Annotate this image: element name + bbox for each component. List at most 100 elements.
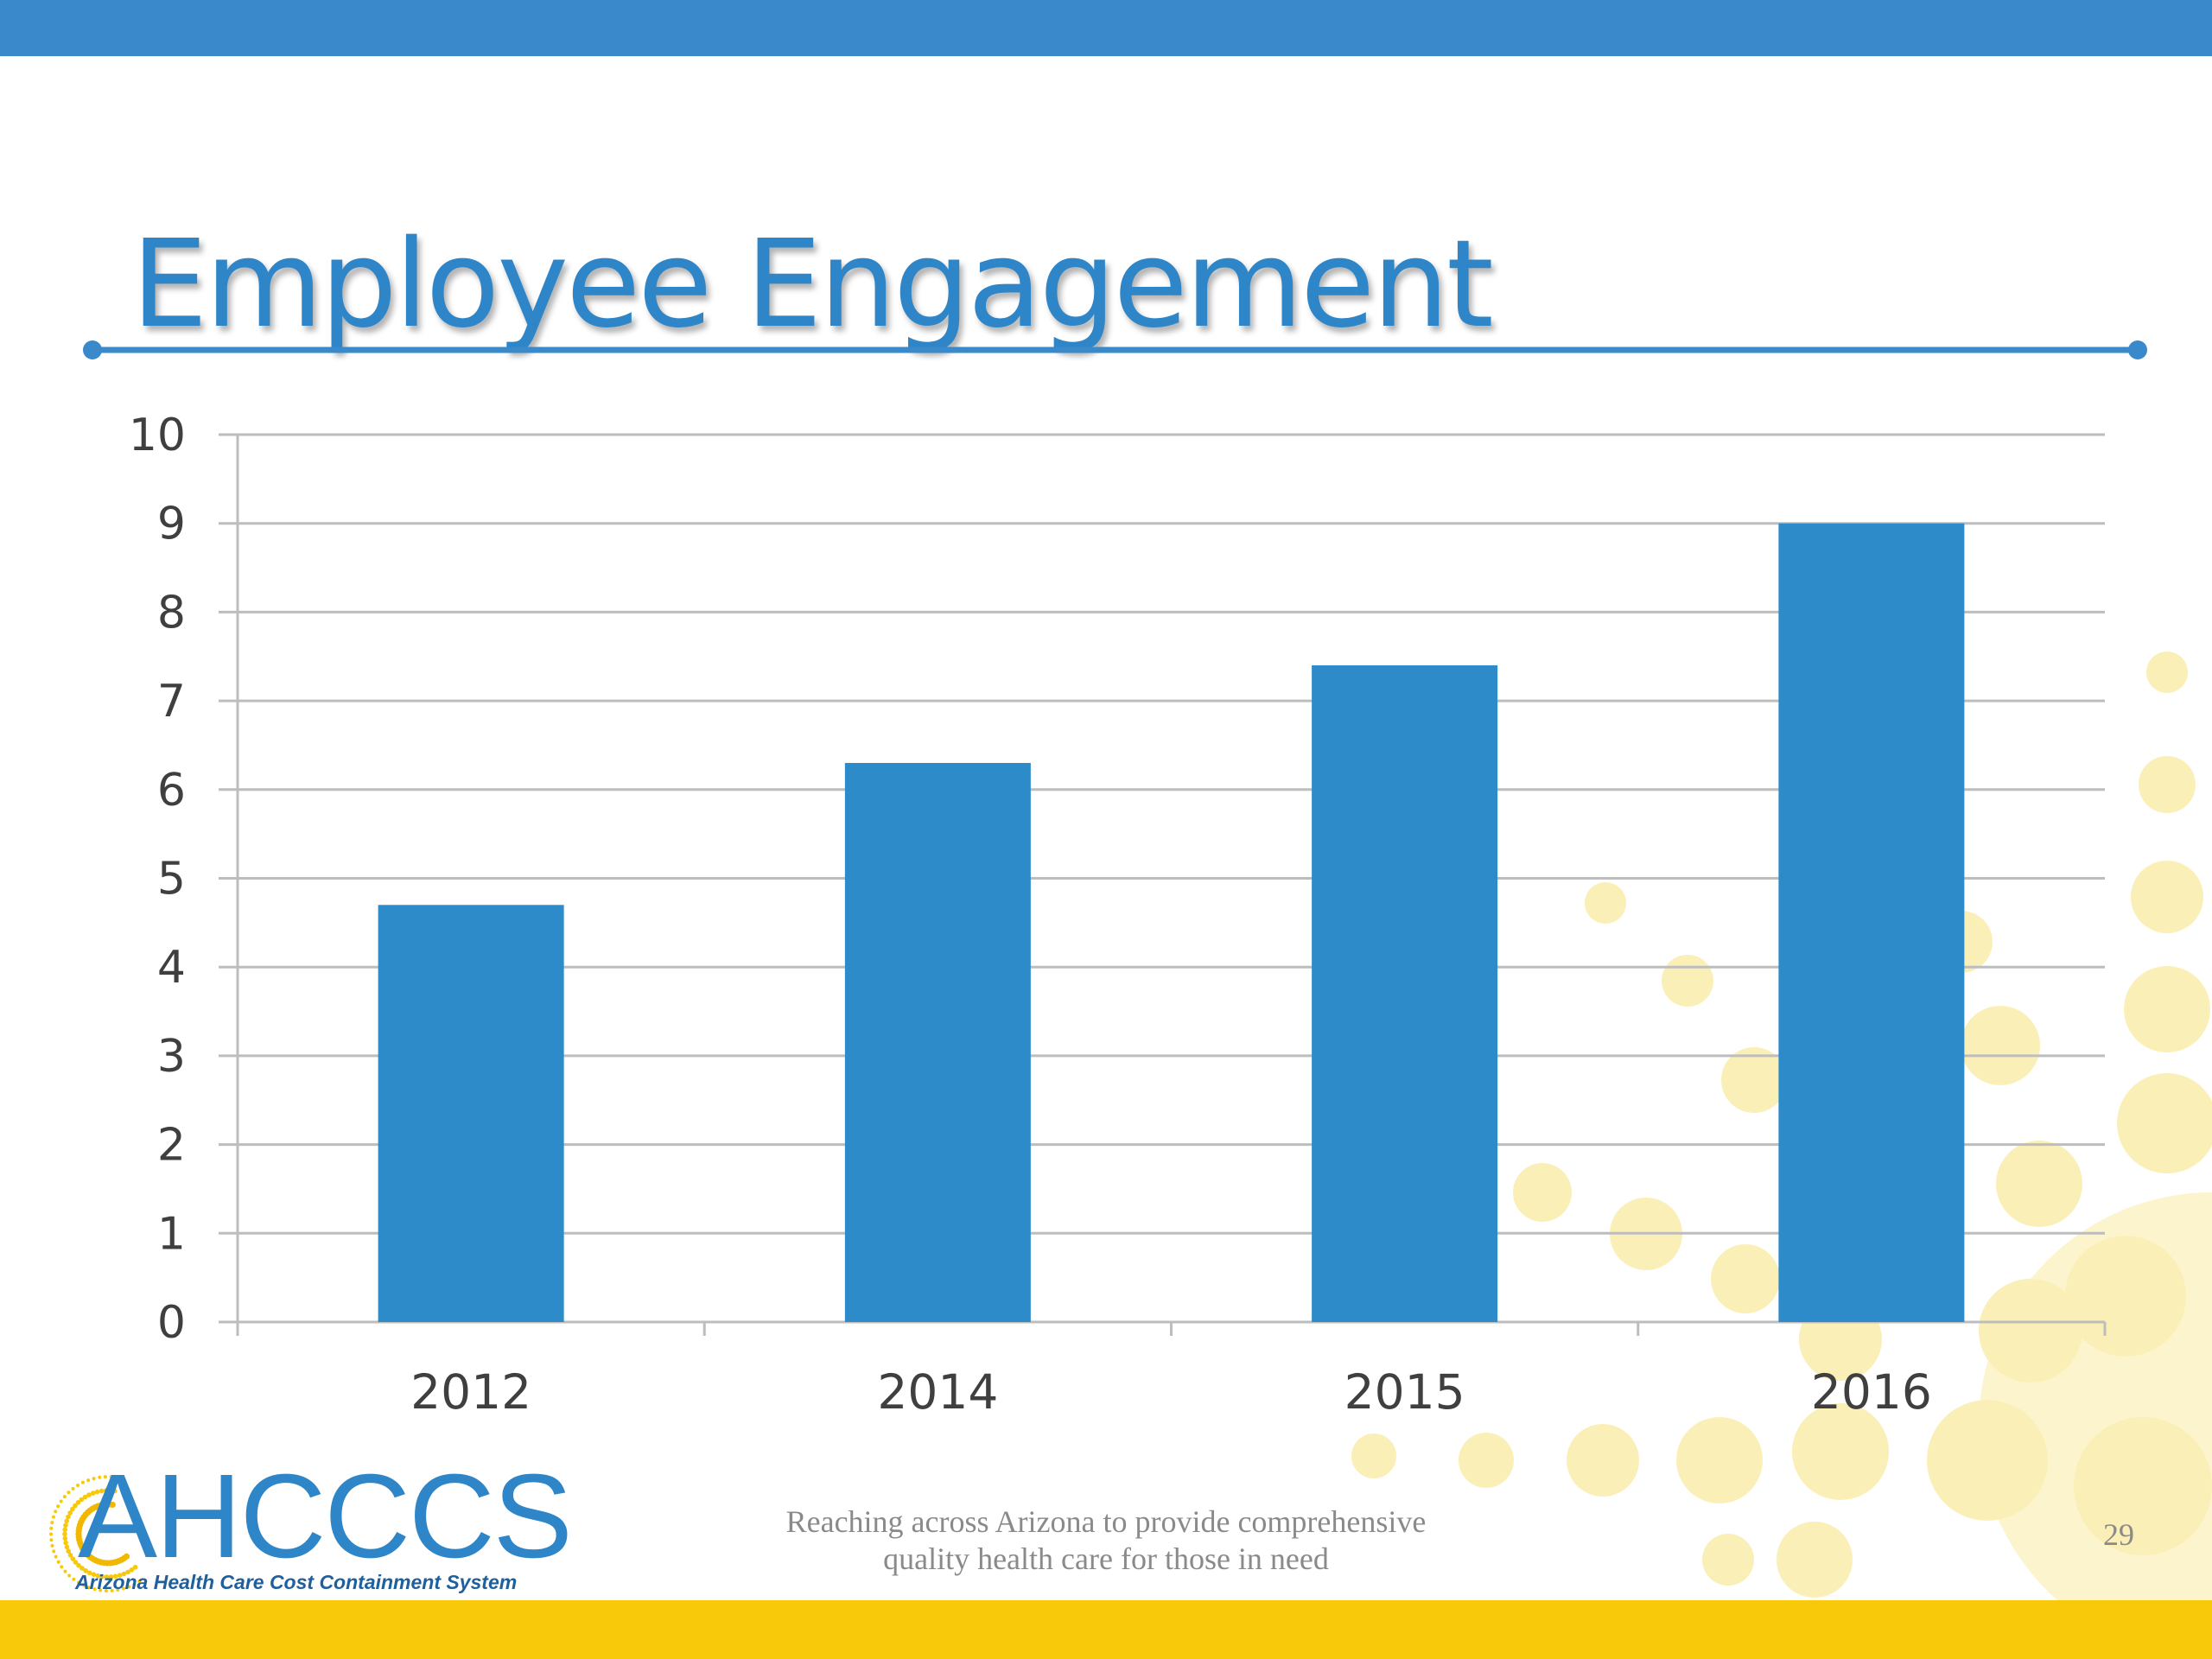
y-tick-label-9: 9: [157, 499, 186, 550]
sun-ray-dot: [56, 1560, 60, 1564]
decor-dot-5: [1961, 1006, 2040, 1085]
bottom-accent-bar: [0, 1600, 2212, 1659]
sun-ray-dot: [62, 1495, 67, 1499]
decor-dot-4: [2117, 1073, 2212, 1173]
sun-ray-dot: [104, 1574, 110, 1580]
decor-dot-25: [1777, 1522, 1853, 1598]
sun-ray-dot: [50, 1543, 54, 1548]
decor-dot-large: [1979, 1192, 2212, 1659]
sun-ray-dot: [54, 1554, 58, 1559]
sun-ray-dot: [112, 1488, 118, 1494]
sun-ray-dot: [70, 1506, 75, 1512]
sun-ray-dot: [49, 1538, 54, 1542]
sun-ray-dot: [52, 1549, 56, 1554]
sun-ray-dot: [121, 1586, 125, 1591]
sun-ray-dot: [79, 1497, 85, 1503]
decor-dot-9: [1721, 1047, 1787, 1113]
ahcccs-logo: AHCCCS Arizona Health Care Cost Containm…: [22, 1452, 573, 1599]
sun-ray-dot: [92, 1477, 96, 1481]
sun-ray-dot: [117, 1573, 123, 1578]
sun-ray-dot: [76, 1562, 81, 1568]
y-tick-label-3: 3: [157, 1031, 186, 1083]
sun-ray-dot: [63, 1522, 68, 1529]
bar-2014: [844, 762, 1031, 1322]
sun-ray-dot: [99, 1488, 105, 1494]
sun-ray-dot: [54, 1510, 58, 1514]
sun-ray-dot: [90, 1491, 96, 1496]
y-tick-label-0: 0: [157, 1297, 186, 1349]
sun-ray-dot: [103, 1475, 107, 1479]
sun-ray-dot: [129, 1567, 135, 1573]
sun-ray-dot: [49, 1532, 54, 1536]
decor-dot-14: [1513, 1163, 1572, 1222]
logo-subtitle: Arizona Health Care Cost Containment Sys…: [75, 1571, 518, 1593]
sun-ray-dot: [110, 1588, 114, 1592]
sun-ray-dot: [73, 1560, 79, 1565]
sun-ray-dot: [115, 1475, 119, 1479]
sun-ray-dot: [99, 1588, 103, 1592]
page-number: 29: [2103, 1517, 2134, 1552]
sun-ray-dot: [51, 1515, 55, 1519]
decor-dot-17: [1676, 1417, 1763, 1503]
top-accent-bar: [0, 0, 2212, 56]
sun-ray-dot: [79, 1566, 85, 1571]
sun-ray-dot: [50, 1521, 54, 1525]
y-tick-label-10: 10: [129, 410, 186, 461]
footer-line-1: Reaching across Arizona to provide compr…: [785, 1504, 1427, 1539]
title-rule-left-dot: [83, 340, 102, 359]
sun-ray-dot: [116, 1588, 120, 1592]
sun-ray-dot: [83, 1568, 89, 1573]
sun-ray-dot: [92, 1587, 97, 1592]
sun-ray-dot: [87, 1586, 92, 1590]
sun-ray-dot: [62, 1531, 67, 1537]
sun-ray-dot: [81, 1583, 86, 1587]
sun-ray-dot: [80, 1480, 85, 1484]
sun-ray-dot: [107, 1488, 113, 1493]
sun-ray-dot: [72, 1577, 76, 1581]
y-tick-label-2: 2: [157, 1120, 186, 1172]
y-tick-label-6: 6: [157, 765, 186, 817]
footer-line-2: quality health care for those in need: [883, 1541, 1329, 1576]
sun-ray-dot: [66, 1548, 72, 1554]
sun-ray-dot: [63, 1569, 67, 1573]
sun-ray-dot: [66, 1514, 71, 1520]
logo-name: AHCCCS: [78, 1450, 573, 1583]
bar-2016: [1778, 523, 1965, 1322]
decor-dot-13: [1711, 1244, 1780, 1313]
decor-dot-20: [1351, 1433, 1396, 1478]
sun-ray-dot: [103, 1488, 109, 1493]
sun-ray-dot: [63, 1540, 68, 1546]
sun-ray-dot: [123, 1553, 130, 1560]
sun-ray-dot: [109, 1475, 113, 1479]
sun-ray-dot: [75, 1500, 81, 1505]
sun-ray-dot: [127, 1585, 131, 1589]
bar-2015: [1312, 665, 1498, 1322]
sun-icon: [49, 1475, 143, 1592]
sun-ray-dot: [67, 1491, 71, 1495]
sun-ray-dot: [121, 1571, 127, 1577]
decor-dot-1: [2139, 756, 2196, 813]
decor-dot-6: [1996, 1141, 2082, 1227]
decor-dot-18: [1567, 1424, 1639, 1497]
title-rule-right-dot: [2128, 340, 2147, 359]
sun-ray-dot: [67, 1552, 73, 1558]
sun-ray-dot: [62, 1527, 68, 1533]
sun-ray-dot: [137, 1580, 142, 1584]
x-tick-label-2016: 2016: [1811, 1364, 1932, 1420]
sun-ray-dot: [132, 1564, 138, 1570]
decor-dot-21: [1792, 1403, 1889, 1500]
sun-ray-dot: [86, 1570, 92, 1576]
sun-ray-dot: [91, 1572, 97, 1577]
slide-title: Employee Engagement: [131, 214, 1494, 355]
decor-dot-3: [2124, 966, 2210, 1052]
sun-ray-dot: [62, 1535, 68, 1541]
sun-ray-dot: [70, 1556, 76, 1561]
x-tick-label-2014: 2014: [877, 1364, 998, 1420]
decor-dot-0: [2146, 652, 2188, 693]
sun-ray-dot: [86, 1492, 92, 1497]
y-tick-label-7: 7: [157, 676, 186, 728]
sun-ray-dot: [67, 1573, 72, 1578]
sun-ray-dot: [49, 1526, 54, 1530]
sun-ray-dot: [71, 1486, 75, 1491]
